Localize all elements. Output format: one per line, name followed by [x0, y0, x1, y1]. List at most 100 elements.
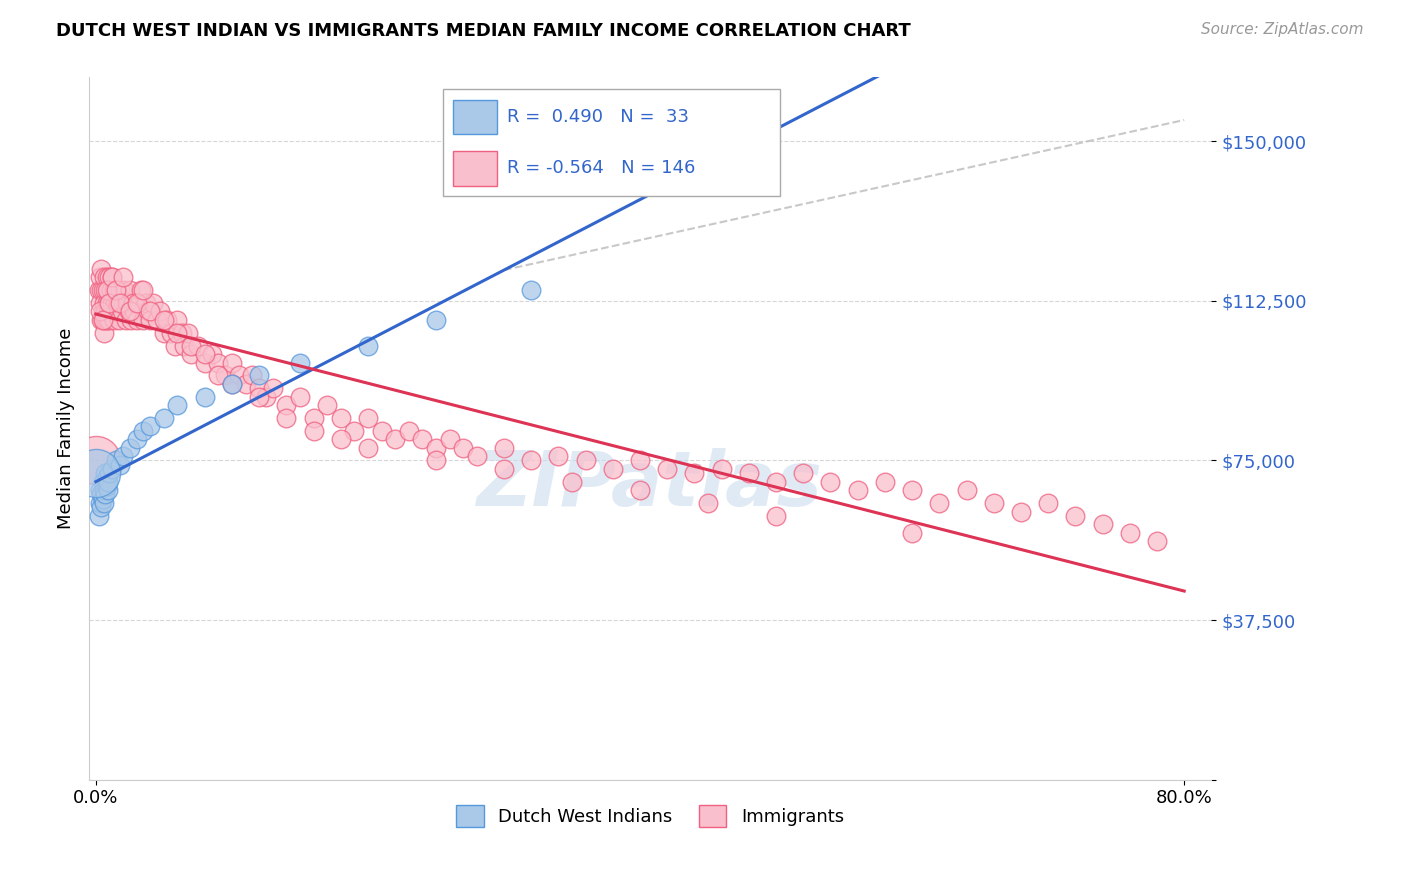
Point: [547, 449, 569, 463]
Point: [180, 347, 202, 361]
Point: [983, 496, 1005, 510]
Point: [370, 424, 392, 438]
Bar: [453, 100, 496, 134]
Point: [288, 355, 311, 369]
Point: [166, 326, 188, 340]
Point: [1091, 517, 1114, 532]
Point: [657, 462, 679, 476]
Point: [110, 458, 132, 472]
Point: [91, 313, 114, 327]
Point: [602, 462, 624, 476]
Point: [738, 467, 761, 481]
Point: [125, 296, 148, 310]
Point: [93, 296, 115, 310]
Point: [94, 313, 117, 327]
Point: [91, 491, 114, 506]
Point: [132, 424, 155, 438]
Point: [90, 283, 112, 297]
Point: [139, 419, 162, 434]
Point: [1036, 496, 1059, 510]
Point: [194, 347, 217, 361]
Point: [114, 283, 136, 297]
Point: [302, 424, 325, 438]
Point: [125, 313, 148, 327]
Point: [1119, 525, 1142, 540]
Point: [97, 283, 120, 297]
Text: ZIPatlas: ZIPatlas: [477, 448, 824, 522]
Point: [103, 313, 125, 327]
Point: [98, 313, 121, 327]
Point: [93, 483, 115, 498]
Point: [276, 410, 298, 425]
Point: [262, 381, 284, 395]
Point: [425, 453, 447, 467]
Point: [103, 283, 125, 297]
Point: [302, 410, 325, 425]
Point: [207, 368, 229, 383]
Point: [122, 304, 145, 318]
Point: [101, 462, 124, 476]
Point: [96, 283, 118, 297]
Point: [100, 304, 122, 318]
Point: [194, 355, 217, 369]
Point: [139, 313, 162, 327]
Point: [697, 496, 720, 510]
Point: [94, 283, 117, 297]
Point: [846, 483, 869, 498]
Point: [84, 467, 107, 481]
Point: [276, 398, 298, 412]
Point: [710, 462, 733, 476]
Point: [84, 453, 107, 467]
Point: [221, 376, 243, 391]
Point: [110, 296, 132, 310]
Point: [153, 326, 176, 340]
Point: [221, 376, 243, 391]
Point: [98, 270, 121, 285]
Point: [235, 376, 257, 391]
Point: [136, 304, 159, 318]
Point: [105, 304, 128, 318]
Point: [149, 304, 172, 318]
Point: [91, 304, 114, 318]
Point: [288, 390, 311, 404]
Point: [765, 475, 787, 489]
Point: [105, 283, 128, 297]
Point: [214, 368, 236, 383]
Point: [89, 496, 111, 510]
Point: [121, 296, 143, 310]
Point: [104, 296, 127, 310]
Point: [928, 496, 950, 510]
Point: [98, 296, 121, 310]
Point: [96, 479, 118, 493]
Point: [156, 313, 179, 327]
Point: [93, 270, 115, 285]
Y-axis label: Median Family Income: Median Family Income: [58, 328, 75, 529]
Point: [221, 355, 243, 369]
Point: [425, 441, 447, 455]
Point: [112, 449, 135, 463]
Text: R = -0.564   N = 146: R = -0.564 N = 146: [508, 160, 696, 178]
Point: [820, 475, 842, 489]
Point: [91, 313, 114, 327]
Point: [96, 470, 118, 484]
Point: [683, 467, 706, 481]
Point: [425, 313, 447, 327]
Point: [101, 270, 124, 285]
Point: [112, 296, 135, 310]
Point: [97, 304, 120, 318]
Point: [118, 304, 141, 318]
Point: [96, 313, 118, 327]
Point: [91, 475, 114, 489]
Point: [901, 525, 924, 540]
Point: [357, 338, 380, 352]
Point: [107, 296, 129, 310]
Point: [94, 467, 117, 481]
Point: [90, 487, 112, 501]
Point: [194, 390, 217, 404]
Point: [187, 338, 209, 352]
Point: [561, 475, 583, 489]
Point: [1010, 504, 1032, 518]
Point: [110, 283, 132, 297]
Point: [411, 432, 433, 446]
Point: [91, 283, 114, 297]
